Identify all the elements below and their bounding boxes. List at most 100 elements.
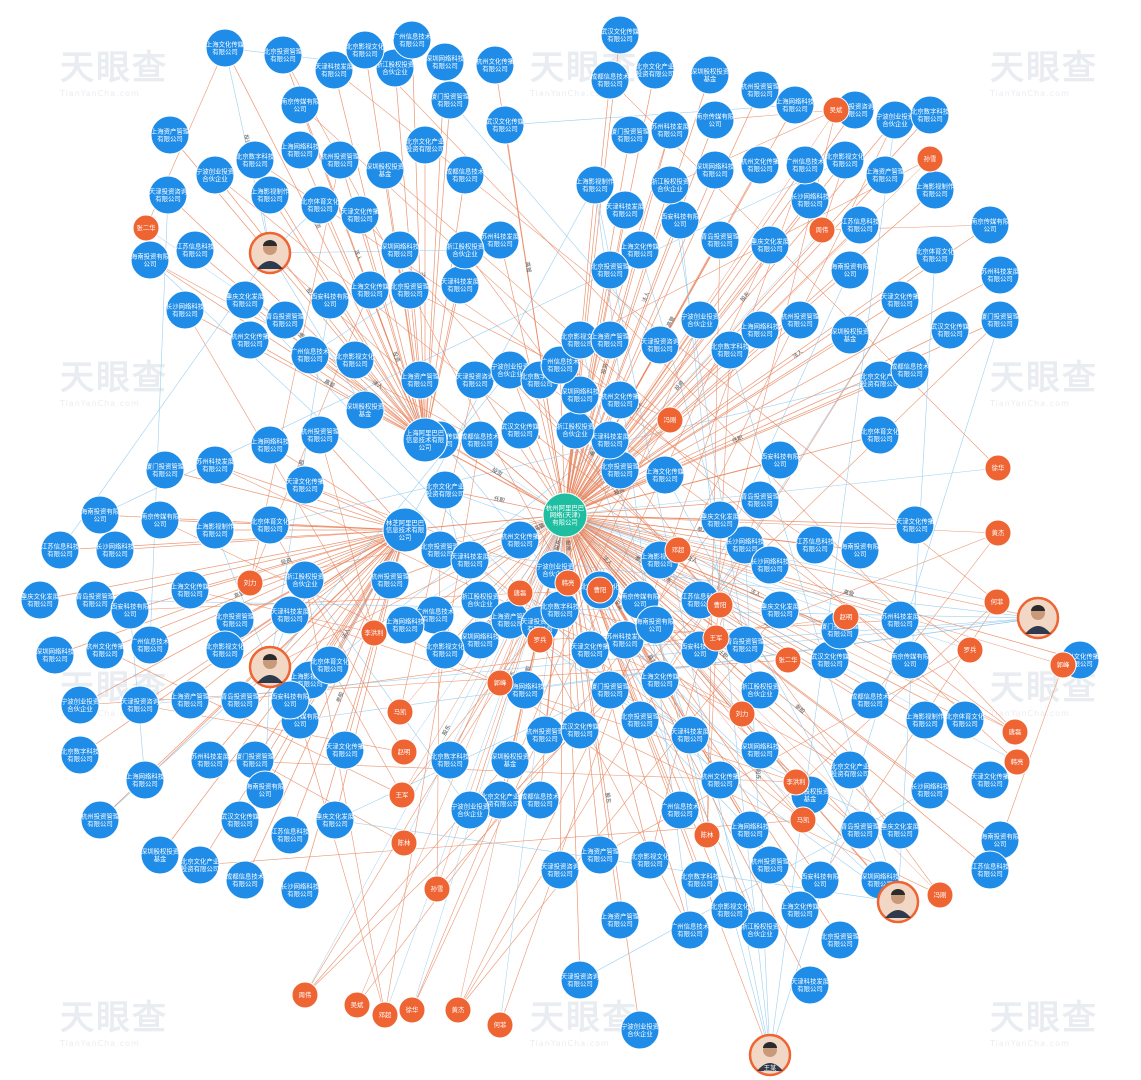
portrait-2-avatar[interactable] [248,645,292,689]
person-chen-node[interactable]: 陈林 [390,829,418,857]
person-li-node[interactable]: 李洪利 [782,768,810,796]
person-guo-node[interactable]: 郭峰 [1049,651,1077,679]
person-guo-node[interactable]: 郭峰 [486,669,514,697]
person-deng-node[interactable]: 邓超 [371,1001,399,1029]
person-liu-node[interactable]: 刘力 [728,700,756,728]
person-cao-node[interactable]: 曹阳 [586,576,614,604]
portrait-1-avatar[interactable] [248,231,292,275]
person-deng-node[interactable]: 邓超 [664,536,692,564]
person-tang-node[interactable]: 唐磊 [1001,718,1029,746]
person-wu-node[interactable]: 吴斌 [822,96,850,124]
portrait-5-avatar[interactable]: 王某 [748,1033,792,1077]
person-cao-node[interactable]: 曹阳 [706,591,734,619]
person-he-node[interactable]: 何菲 [983,588,1011,616]
person-sun-node[interactable]: 孙雪 [916,145,944,173]
